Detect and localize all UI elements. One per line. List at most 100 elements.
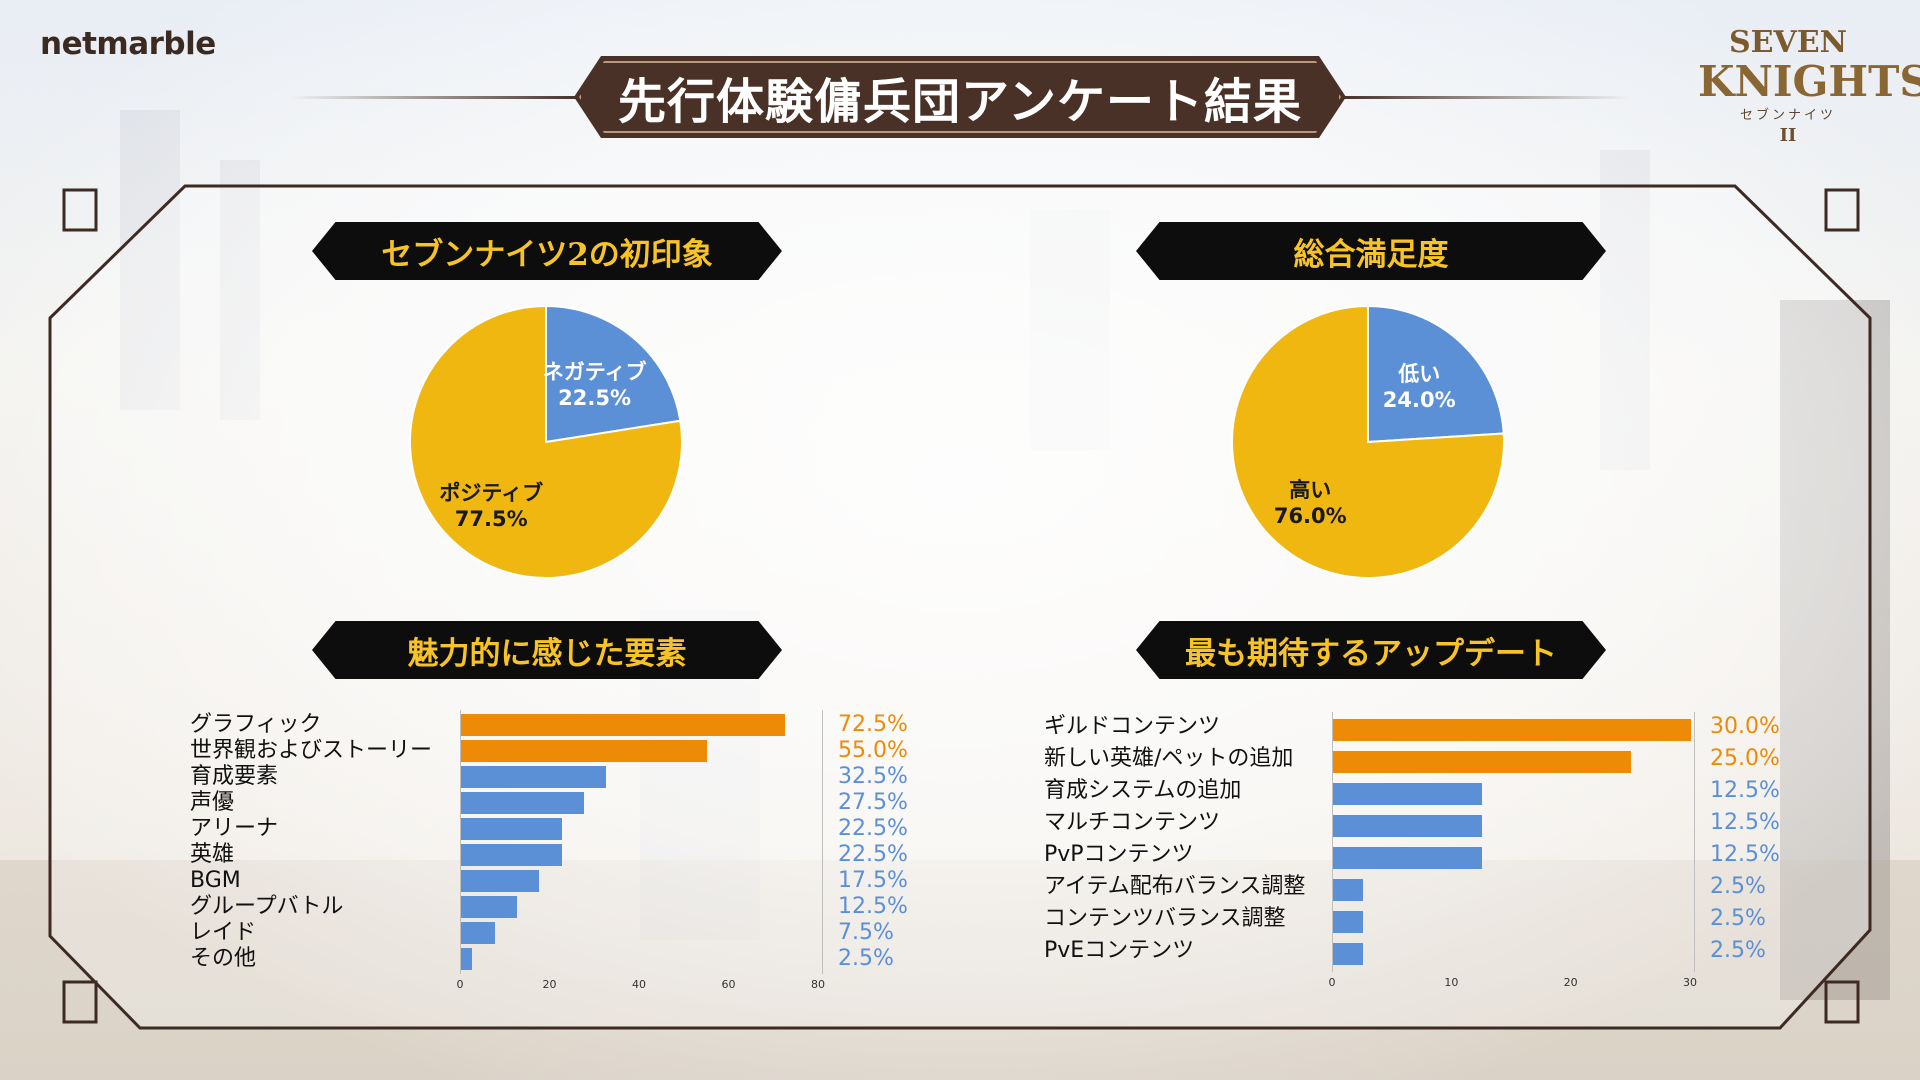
bar-category-label: ギルドコンテンツ xyxy=(1044,714,1221,739)
bar-value-label: 2.5% xyxy=(838,946,894,971)
bar-category-label: 育成システムの追加 xyxy=(1044,778,1242,803)
bar xyxy=(461,792,585,814)
bar-category-label: 英雄 xyxy=(190,842,235,867)
bar-value-label: 32.5% xyxy=(838,764,908,789)
bar xyxy=(461,714,786,736)
bar-category-label: 新しい英雄/ペットの追加 xyxy=(1044,746,1294,771)
pie-slice-0 xyxy=(545,304,682,444)
bar xyxy=(461,766,607,788)
pie-slice-label-1: 高い 76.0% xyxy=(1274,477,1347,529)
bar xyxy=(1333,815,1483,837)
bar-x-tick-label: 80 xyxy=(811,978,825,991)
page-title-banner: 先行体験傭兵団アンケート結果 xyxy=(574,56,1346,138)
bar xyxy=(1333,943,1363,965)
bar-x-tick-label: 10 xyxy=(1444,976,1459,989)
section-banner-satisfaction: 総合満足度 xyxy=(1136,222,1606,280)
pie-svg-satisfaction xyxy=(1231,304,1505,579)
bar-value-label: 17.5% xyxy=(838,868,908,893)
bar xyxy=(461,844,562,866)
bar-value-label: 7.5% xyxy=(838,920,894,945)
pie-slice-value-1: 77.5% xyxy=(454,507,528,532)
pie-slice-name-1: 高い xyxy=(1289,478,1332,503)
bar-x-tick-label: 30 xyxy=(1683,976,1697,989)
bar-axis-y xyxy=(460,710,461,974)
pie-slice-label-1: ポジティブ 77.5% xyxy=(439,480,543,532)
bar xyxy=(1333,879,1363,901)
bar-category-label: グラフィック xyxy=(190,712,322,737)
bar xyxy=(1333,783,1483,805)
pie-slice-label-0: 低い 24.0% xyxy=(1383,361,1456,413)
logo-line-2: KNIGHTS xyxy=(1698,57,1920,106)
section-title-satisfaction: 総合満足度 xyxy=(1293,236,1449,273)
bar-category-label: アリーナ xyxy=(190,816,279,841)
logo-line-3: セブンナイツ xyxy=(1739,108,1836,123)
bar-value-label: 2.5% xyxy=(1710,938,1766,963)
bar-category-label: PvEコンテンツ xyxy=(1044,938,1195,963)
bar-category-label: 世界観およびストーリー xyxy=(190,738,433,763)
bar-category-label: グループバトル xyxy=(190,894,344,919)
section-title-expected: 最も期待するアップデート xyxy=(1185,635,1557,672)
bar-category-label: 育成要素 xyxy=(190,764,279,789)
logo-line-4: II xyxy=(1779,125,1797,146)
bar-x-tick-label: 0 xyxy=(1328,976,1336,989)
bar-value-label: 22.5% xyxy=(838,842,908,867)
bar-value-label: 22.5% xyxy=(838,816,908,841)
bar xyxy=(461,922,495,944)
bar-value-label: 55.0% xyxy=(838,738,908,763)
section-banner-expected: 最も期待するアップデート xyxy=(1136,621,1606,679)
bar-category-label: その他 xyxy=(190,946,257,971)
bar-value-label: 12.5% xyxy=(1710,778,1780,803)
bar xyxy=(1333,911,1363,933)
pie-chart-satisfaction: 低い 24.0% 高い 76.0% xyxy=(1230,304,1506,580)
bar-x-tick-label: 20 xyxy=(1563,976,1578,989)
bar-value-label: 12.5% xyxy=(838,894,908,919)
bar xyxy=(461,896,517,918)
section-banner-first-impression: セブンナイツ2の初印象 xyxy=(312,222,782,280)
bar-x-tick-label: 20 xyxy=(542,978,557,991)
pie-slice-1 xyxy=(409,304,683,579)
bar xyxy=(1333,847,1483,869)
pie-slice-value-1: 76.0% xyxy=(1273,504,1347,529)
bar-x-tick-label: 60 xyxy=(721,978,736,991)
bar-category-label: BGM xyxy=(190,868,241,893)
bar-value-label: 25.0% xyxy=(1710,746,1780,771)
title-rule-right xyxy=(1330,96,1630,99)
bar xyxy=(1333,719,1691,741)
pie-slice-value-0: 22.5% xyxy=(558,386,631,411)
seven-knights-logo: SEVEN KNIGHTS セブンナイツ II xyxy=(1698,25,1920,154)
bar-value-label: 2.5% xyxy=(1710,906,1766,931)
section-title-first-impression: セブンナイツ2の初印象 xyxy=(381,236,713,273)
bar-value-label: 72.5% xyxy=(838,712,908,737)
bar-value-label: 12.5% xyxy=(1710,810,1780,835)
pie-slice-name-0: ネガティブ xyxy=(542,360,647,385)
netmarble-logo: netmarble xyxy=(40,26,216,62)
pie-svg-first-impression xyxy=(409,304,683,579)
title-rule-left xyxy=(290,96,590,99)
pie-chart-first-impression: ネガティブ 22.5% ポジティブ 77.5% xyxy=(408,304,684,580)
section-banner-attractive: 魅力的に感じた要素 xyxy=(312,621,782,679)
bar-axis-right xyxy=(1694,712,1695,972)
pie-slice-name-0: 低い xyxy=(1398,362,1441,387)
bar-x-tick-label: 0 xyxy=(456,978,464,991)
bar-category-label: アイテム配布バランス調整 xyxy=(1044,874,1306,899)
bar-value-label: 2.5% xyxy=(1710,874,1766,899)
bar-value-label: 12.5% xyxy=(1710,842,1780,867)
bar-chart-attractive: グラフィック 72.5% 世界観およびストーリー 55.0% 育成要素 32.5% 声優 27… xyxy=(190,710,920,1002)
page-title: 先行体験傭兵団アンケート結果 xyxy=(617,74,1303,130)
bar-chart-expected: ギルドコンテンツ 30.0% 新しい英雄/ペットの追加 25.0% 育成システムの追加 1… xyxy=(1042,712,1802,1002)
bar-value-label: 27.5% xyxy=(838,790,908,815)
bar xyxy=(461,870,540,892)
bar-x-tick-label: 40 xyxy=(632,978,646,991)
pie-slice-label-0: ネガティブ 22.5% xyxy=(543,359,647,411)
logo-line-1: SEVEN xyxy=(1728,25,1848,60)
bar-category-label: コンテンツバランス調整 xyxy=(1044,906,1286,931)
pie-slice-0 xyxy=(1367,304,1505,444)
pie-slice-name-1: ポジティブ xyxy=(439,481,544,506)
bar-category-label: PvPコンテンツ xyxy=(1044,842,1194,867)
bar-axis-right xyxy=(822,710,823,974)
bar xyxy=(461,948,473,970)
bar-axis-y xyxy=(1332,712,1333,972)
bar xyxy=(461,740,708,762)
bar-category-label: レイド xyxy=(190,920,257,945)
pie-slice-value-0: 24.0% xyxy=(1382,388,1456,413)
